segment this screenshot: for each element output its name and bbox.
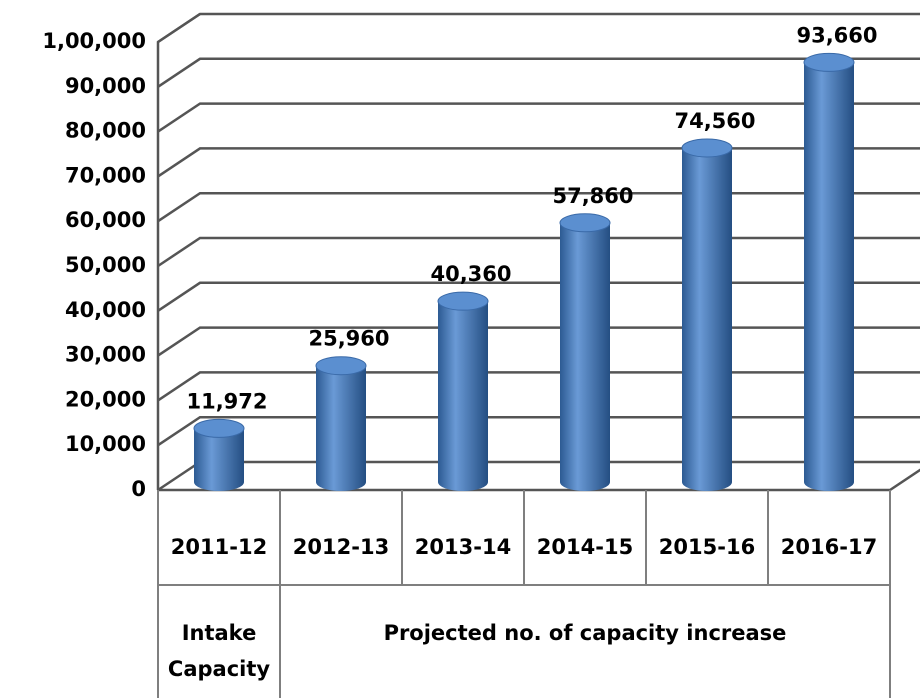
bar-top <box>681 138 733 158</box>
y-tick-label: 30,000 <box>65 343 146 367</box>
bar <box>559 213 611 491</box>
bar <box>193 418 245 491</box>
grid-line <box>157 102 920 133</box>
x-tick-label: 2014-15 <box>537 535 633 559</box>
x-tick-label: 2015-16 <box>659 535 755 559</box>
bar-body <box>194 428 244 491</box>
value-label: 11,972 <box>186 389 267 413</box>
grid-line <box>157 12 920 44</box>
grid-line <box>157 371 920 402</box>
group-label: Projected no. of capacity increase <box>384 621 787 645</box>
bar-body <box>438 301 488 491</box>
bar-top <box>559 213 611 233</box>
bar-body <box>682 147 732 492</box>
bar-body <box>560 222 610 491</box>
grid-line <box>157 191 920 223</box>
grid-line <box>157 415 920 447</box>
y-tick-label: 50,000 <box>65 253 146 277</box>
bar-top <box>437 291 489 311</box>
grid-line <box>157 236 920 268</box>
grid-line <box>157 147 920 178</box>
y-tick-label: 70,000 <box>65 163 146 187</box>
bar <box>681 138 733 492</box>
x-tick-label: 2016-17 <box>781 535 877 559</box>
group-label: Intake Capacity <box>168 621 270 681</box>
value-label: 40,360 <box>430 262 511 286</box>
y-tick-label: 80,000 <box>65 119 146 143</box>
y-tick-label: 20,000 <box>65 387 146 411</box>
value-label: 57,860 <box>552 184 633 208</box>
y-tick-label: 60,000 <box>65 208 146 232</box>
grid-line <box>157 326 920 357</box>
y-tick-label: 0 <box>131 477 146 501</box>
grid-line <box>157 281 920 312</box>
value-label: 74,560 <box>674 109 755 133</box>
bar <box>315 356 367 491</box>
grid-line <box>157 57 920 88</box>
y-tick-label: 90,000 <box>65 74 146 98</box>
x-tick-label: 2011-12 <box>171 535 267 559</box>
y-tick-label: 1,00,000 <box>42 29 146 53</box>
value-label: 93,660 <box>796 23 877 47</box>
y-tick-label: 40,000 <box>65 298 146 322</box>
x-tick-label: 2013-14 <box>415 535 511 559</box>
bar <box>437 291 489 491</box>
bar-body <box>804 62 854 491</box>
bar-top <box>193 418 245 438</box>
bar <box>803 52 855 491</box>
y-tick-label: 10,000 <box>65 432 146 456</box>
bar-top <box>803 52 855 72</box>
bar-top <box>315 356 367 376</box>
bar-body <box>316 365 366 491</box>
value-label: 25,960 <box>308 327 389 351</box>
x-tick-label: 2012-13 <box>293 535 389 559</box>
